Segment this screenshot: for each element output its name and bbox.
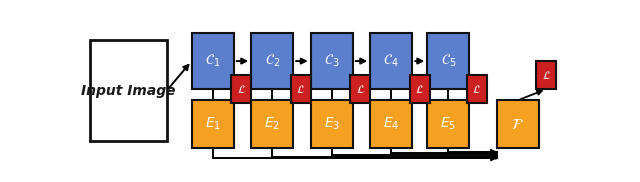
Text: $\mathcal{C}_3$: $\mathcal{C}_3$ xyxy=(324,53,339,69)
FancyBboxPatch shape xyxy=(370,100,412,148)
Text: $\mathcal{C}_2$: $\mathcal{C}_2$ xyxy=(264,53,280,69)
FancyBboxPatch shape xyxy=(536,61,556,89)
FancyBboxPatch shape xyxy=(191,100,234,148)
Text: $\mathcal{L}$: $\mathcal{L}$ xyxy=(237,83,246,95)
FancyBboxPatch shape xyxy=(251,100,293,148)
FancyBboxPatch shape xyxy=(370,33,412,89)
FancyBboxPatch shape xyxy=(497,100,539,148)
FancyBboxPatch shape xyxy=(90,40,167,141)
Text: $\mathit{E}_3$: $\mathit{E}_3$ xyxy=(324,116,340,132)
FancyBboxPatch shape xyxy=(291,75,310,103)
Text: $\mathcal{C}_4$: $\mathcal{C}_4$ xyxy=(383,53,399,69)
FancyBboxPatch shape xyxy=(428,33,469,89)
Text: $\mathit{E}_4$: $\mathit{E}_4$ xyxy=(383,116,399,132)
Text: $\mathcal{F}$: $\mathcal{F}$ xyxy=(511,117,524,132)
FancyBboxPatch shape xyxy=(231,75,251,103)
Text: $\mathcal{L}$: $\mathcal{L}$ xyxy=(541,69,551,81)
FancyBboxPatch shape xyxy=(310,33,353,89)
FancyBboxPatch shape xyxy=(251,33,293,89)
Text: $\mathit{E}_1$: $\mathit{E}_1$ xyxy=(205,116,221,132)
FancyBboxPatch shape xyxy=(350,75,370,103)
Text: $\mathcal{C}_5$: $\mathcal{C}_5$ xyxy=(440,53,456,69)
Text: $\mathit{E}_2$: $\mathit{E}_2$ xyxy=(264,116,280,132)
FancyBboxPatch shape xyxy=(428,100,469,148)
FancyBboxPatch shape xyxy=(467,75,487,103)
Text: $\mathcal{L}$: $\mathcal{L}$ xyxy=(356,83,365,95)
Text: $\mathcal{L}$: $\mathcal{L}$ xyxy=(296,83,305,95)
Text: $\mathcal{C}_1$: $\mathcal{C}_1$ xyxy=(205,53,220,69)
FancyBboxPatch shape xyxy=(310,100,353,148)
Text: $\mathit{E}_5$: $\mathit{E}_5$ xyxy=(440,116,456,132)
FancyBboxPatch shape xyxy=(410,75,429,103)
Text: Input Image: Input Image xyxy=(81,84,175,98)
FancyBboxPatch shape xyxy=(191,33,234,89)
Text: $\mathcal{L}$: $\mathcal{L}$ xyxy=(415,83,424,95)
Text: $\mathcal{L}$: $\mathcal{L}$ xyxy=(472,83,481,95)
